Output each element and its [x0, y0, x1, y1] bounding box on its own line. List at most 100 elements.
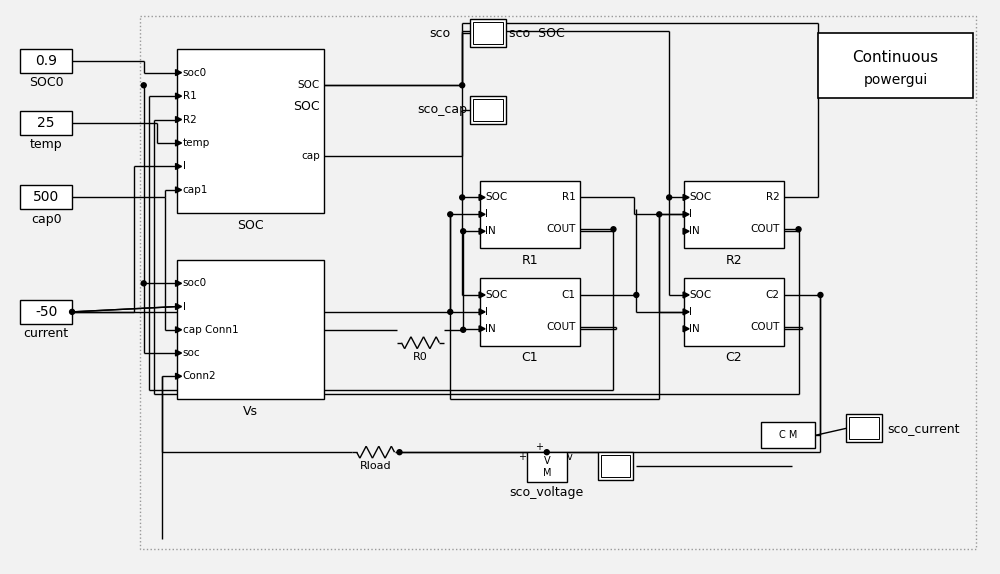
Text: COUT: COUT	[750, 224, 780, 234]
Polygon shape	[176, 304, 182, 309]
Polygon shape	[176, 187, 182, 193]
Circle shape	[667, 195, 672, 200]
Circle shape	[657, 212, 662, 217]
Bar	[20, 185, 72, 210]
Bar	[473, 22, 503, 44]
Polygon shape	[479, 309, 485, 315]
Polygon shape	[176, 93, 182, 99]
Bar	[849, 417, 879, 439]
Text: IN: IN	[689, 324, 700, 334]
Text: SOC: SOC	[485, 290, 507, 300]
Polygon shape	[176, 373, 182, 379]
Text: sco: sco	[430, 27, 451, 40]
Polygon shape	[176, 350, 182, 356]
Bar	[140, 16, 976, 549]
Polygon shape	[176, 69, 182, 76]
Polygon shape	[479, 228, 485, 234]
Circle shape	[70, 309, 75, 315]
Circle shape	[461, 327, 466, 332]
Text: cap Conn1: cap Conn1	[183, 325, 238, 335]
Text: IN: IN	[689, 226, 700, 236]
Circle shape	[448, 309, 453, 315]
Text: soc: soc	[183, 348, 200, 358]
Text: R1: R1	[562, 192, 576, 203]
Bar	[601, 455, 630, 477]
Text: sco_current: sco_current	[887, 422, 960, 435]
Text: current: current	[24, 327, 69, 340]
Polygon shape	[479, 211, 485, 218]
Polygon shape	[176, 164, 182, 169]
Circle shape	[461, 229, 466, 234]
Polygon shape	[479, 195, 485, 200]
Circle shape	[544, 449, 549, 455]
Circle shape	[141, 83, 146, 88]
Text: C2: C2	[726, 351, 742, 364]
Text: I: I	[183, 301, 186, 312]
Text: powergui: powergui	[863, 73, 928, 87]
Bar	[473, 99, 503, 121]
Polygon shape	[176, 140, 182, 146]
Circle shape	[611, 227, 616, 232]
Polygon shape	[683, 211, 689, 218]
Circle shape	[448, 212, 453, 217]
Text: R2: R2	[183, 115, 196, 125]
Text: IN: IN	[485, 226, 496, 236]
Text: R2: R2	[726, 254, 742, 267]
Text: 0.9: 0.9	[35, 54, 57, 68]
Circle shape	[818, 293, 823, 297]
Circle shape	[634, 293, 639, 297]
Text: C2: C2	[766, 290, 780, 300]
Text: v: v	[567, 452, 573, 462]
Text: soc0: soc0	[183, 68, 207, 77]
Bar	[20, 49, 72, 73]
Polygon shape	[176, 117, 182, 122]
Text: SOC0: SOC0	[29, 76, 64, 90]
Bar	[470, 20, 506, 47]
Text: I: I	[485, 307, 488, 317]
Bar	[20, 111, 72, 135]
Text: C1: C1	[562, 290, 576, 300]
Text: I: I	[689, 307, 692, 317]
Polygon shape	[479, 326, 485, 332]
Text: sco_voltage: sco_voltage	[510, 486, 584, 498]
Polygon shape	[683, 228, 689, 234]
Bar	[480, 180, 580, 248]
Text: SOC: SOC	[689, 192, 711, 203]
Polygon shape	[176, 280, 182, 286]
Text: sco_cap: sco_cap	[417, 103, 467, 117]
Circle shape	[397, 449, 402, 455]
Text: I: I	[485, 210, 488, 219]
Text: 25: 25	[37, 116, 55, 130]
Bar	[527, 452, 567, 482]
Bar	[818, 33, 973, 98]
Text: I: I	[689, 210, 692, 219]
Text: 500: 500	[33, 191, 59, 204]
Text: cap1: cap1	[183, 185, 208, 195]
Bar	[846, 414, 882, 442]
Circle shape	[141, 281, 146, 286]
Polygon shape	[683, 326, 689, 332]
Text: SOC: SOC	[293, 100, 319, 113]
Text: -50: -50	[35, 305, 57, 319]
Text: R0: R0	[413, 352, 428, 362]
Polygon shape	[683, 309, 689, 315]
Circle shape	[460, 83, 465, 88]
Text: cap: cap	[301, 151, 320, 161]
Text: Continuous: Continuous	[853, 51, 939, 65]
Text: Conn2: Conn2	[183, 371, 216, 381]
Text: +: +	[518, 452, 526, 462]
Text: V
M: V M	[543, 456, 551, 478]
Text: temp: temp	[183, 138, 210, 148]
Text: +: +	[535, 442, 543, 452]
Text: COUT: COUT	[546, 224, 576, 234]
Text: I: I	[183, 161, 186, 172]
Bar	[177, 260, 324, 400]
Text: IN: IN	[485, 324, 496, 334]
Bar	[684, 278, 784, 346]
Text: R2: R2	[766, 192, 780, 203]
Text: cap0: cap0	[31, 213, 62, 226]
Text: C1: C1	[522, 351, 538, 364]
Text: COUT: COUT	[750, 322, 780, 332]
Text: SOC: SOC	[485, 192, 507, 203]
Polygon shape	[479, 292, 485, 298]
